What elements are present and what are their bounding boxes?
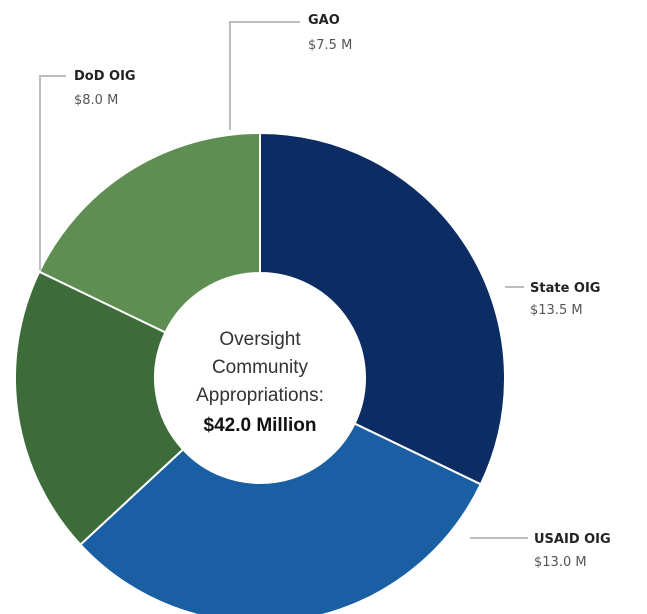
slice-value-state-oig: $13.5 M — [530, 303, 583, 318]
slice-value-dod-oig: $8.0 M — [74, 93, 118, 108]
donut-hole — [155, 273, 365, 483]
slice-value-gao: $7.5 M — [308, 38, 352, 53]
donut-slice-gao — [37, 131, 261, 334]
slice-label-usaid-oig: USAID OIG — [534, 532, 611, 547]
center-label-line-1: Oversight — [219, 329, 301, 350]
leader-line-gao — [229, 21, 300, 130]
center-label-line-2: Community — [212, 357, 309, 378]
leader-lines — [39, 21, 528, 539]
slice-label-gao: GAO — [308, 13, 340, 28]
donut-slices — [14, 131, 506, 614]
center-label-line-3: Appropriations: — [196, 385, 324, 406]
slice-label-state-oig: State OIG — [530, 281, 600, 296]
slice-label-dod-oig: DoD OIG — [74, 69, 136, 84]
center-total-label: $42.0 Million — [204, 415, 317, 436]
leader-line-dod-oig — [39, 75, 66, 270]
slice-value-usaid-oig: $13.0 M — [534, 555, 587, 570]
